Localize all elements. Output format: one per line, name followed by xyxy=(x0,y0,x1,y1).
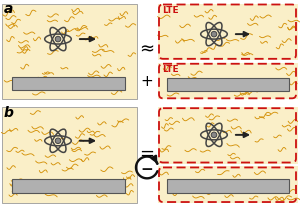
Bar xyxy=(2,4,137,100)
Text: LTE: LTE xyxy=(162,6,178,15)
Text: ≈: ≈ xyxy=(140,40,154,58)
Bar xyxy=(167,78,289,92)
Text: LTE: LTE xyxy=(162,64,178,73)
Bar xyxy=(167,180,289,193)
Bar xyxy=(158,63,298,100)
Bar xyxy=(158,108,298,164)
Bar xyxy=(158,4,298,61)
Text: −: − xyxy=(141,161,153,176)
Bar xyxy=(12,77,125,91)
Circle shape xyxy=(211,132,217,138)
Text: =: = xyxy=(140,144,154,162)
Circle shape xyxy=(55,138,61,144)
Text: +: + xyxy=(141,74,153,89)
Text: b: b xyxy=(4,106,14,120)
Bar xyxy=(158,167,298,203)
Bar xyxy=(2,108,137,203)
Circle shape xyxy=(55,37,61,43)
Circle shape xyxy=(211,32,217,38)
Text: a: a xyxy=(4,2,14,16)
Bar xyxy=(12,180,125,193)
